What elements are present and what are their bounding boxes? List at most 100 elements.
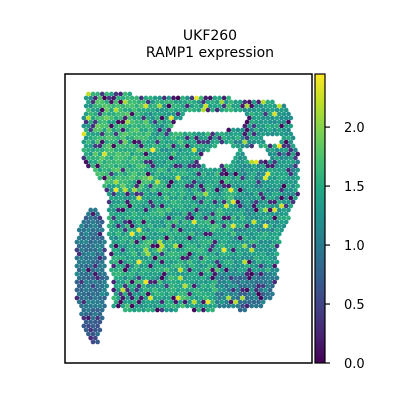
data-point: [283, 155, 289, 161]
data-point: [187, 211, 192, 217]
data-point: [217, 255, 222, 261]
data-point: [272, 159, 278, 165]
data-point: [258, 247, 264, 253]
data-point: [196, 219, 202, 225]
data-point: [125, 103, 130, 109]
data-point: [244, 143, 250, 149]
data-point: [92, 119, 98, 125]
data-point: [161, 159, 167, 165]
data-point: [274, 187, 280, 193]
data-point: [99, 99, 105, 105]
data-point: [191, 211, 197, 217]
data-point: [201, 163, 206, 169]
data-point: [97, 135, 103, 141]
data-point: [122, 275, 128, 281]
data-point: [228, 163, 234, 169]
data-point: [150, 139, 156, 145]
data-point: [115, 231, 121, 237]
data-point: [97, 255, 103, 261]
data-point: [228, 227, 234, 233]
data-point: [290, 199, 296, 205]
data-point: [198, 279, 204, 285]
data-point: [270, 99, 275, 105]
data-point: [198, 255, 204, 261]
data-point: [228, 107, 234, 113]
data-point: [168, 275, 174, 281]
data-point: [125, 95, 130, 101]
data-point: [86, 243, 91, 249]
data-point: [102, 271, 107, 277]
data-point: [212, 255, 218, 261]
data-point: [134, 111, 140, 117]
data-point: [237, 99, 243, 105]
data-point: [173, 155, 179, 161]
data-point: [253, 247, 259, 253]
data-point: [155, 187, 160, 193]
data-point: [115, 263, 121, 269]
data-point: [270, 267, 275, 273]
data-point: [88, 215, 94, 221]
data-point: [152, 287, 158, 293]
data-point: [115, 295, 121, 301]
data-point: [148, 279, 153, 285]
data-point: [171, 103, 176, 109]
data-point: [102, 151, 107, 157]
data-point: [182, 299, 188, 305]
data-point: [150, 259, 156, 265]
data-point: [217, 271, 222, 277]
data-point: [180, 167, 186, 173]
data-point: [203, 135, 209, 141]
data-point: [168, 147, 174, 153]
data-point: [180, 103, 186, 109]
data-point: [152, 159, 158, 165]
data-point: [258, 239, 264, 245]
data-point: [166, 127, 172, 133]
data-point: [136, 243, 142, 249]
data-point: [175, 231, 181, 237]
data-point: [171, 255, 176, 261]
data-point: [129, 111, 135, 117]
data-point: [196, 211, 202, 217]
data-point: [118, 267, 123, 273]
data-point: [134, 287, 140, 293]
data-point: [221, 215, 227, 221]
data-point: [242, 267, 248, 273]
data-point: [81, 155, 87, 161]
data-point: [143, 191, 149, 197]
data-point: [196, 187, 202, 193]
data-point: [189, 135, 195, 141]
data-point: [106, 119, 112, 125]
data-point: [272, 175, 278, 181]
data-point: [145, 163, 151, 169]
data-point: [115, 223, 121, 229]
data-point: [88, 127, 94, 133]
data-point: [97, 223, 103, 229]
data-point: [203, 103, 209, 109]
data-point: [106, 167, 112, 173]
data-point: [76, 299, 82, 305]
data-point: [263, 295, 268, 301]
data-point: [205, 219, 211, 225]
data-point: [210, 307, 215, 313]
data-point: [244, 303, 250, 309]
data-point: [263, 175, 268, 181]
data-point: [90, 107, 96, 113]
data-point: [226, 247, 232, 253]
data-point: [244, 247, 250, 253]
data-point: [214, 235, 220, 241]
data-point: [86, 307, 91, 313]
spot-layer: [74, 91, 301, 345]
data-point: [191, 259, 197, 265]
data-point: [120, 119, 126, 125]
data-point: [205, 307, 211, 313]
data-point: [184, 103, 190, 109]
data-point: [196, 99, 202, 105]
data-point: [256, 163, 261, 169]
data-point: [270, 259, 275, 265]
data-point: [247, 195, 252, 201]
data-point: [99, 283, 105, 289]
data-point: [258, 215, 264, 221]
data-point: [88, 103, 94, 109]
data-point: [104, 91, 110, 97]
data-point: [233, 107, 238, 113]
